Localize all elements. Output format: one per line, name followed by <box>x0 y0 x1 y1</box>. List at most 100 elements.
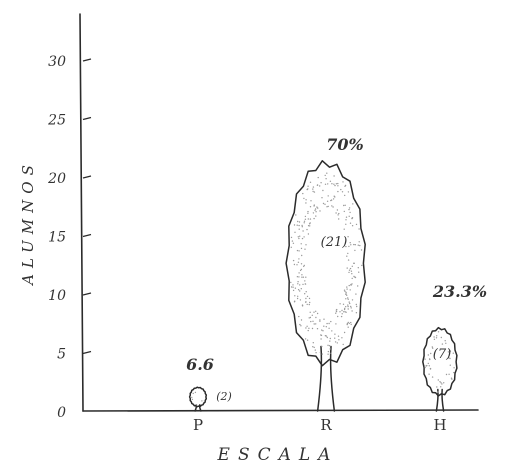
tree-stipple <box>294 295 296 297</box>
tree-stipple <box>325 335 328 337</box>
tree-stipple <box>317 207 319 209</box>
tree-stipple <box>343 204 345 207</box>
tree-crown <box>422 326 458 397</box>
tree-stipple <box>293 224 296 226</box>
value-label: (7) <box>433 347 451 362</box>
tree-stipple <box>300 263 303 265</box>
tree-stipple <box>301 226 303 228</box>
tree-stipple <box>326 206 328 208</box>
tree-stipple <box>332 206 334 208</box>
tree-stipple <box>445 373 448 376</box>
tree-stipple <box>345 219 347 221</box>
tree-stipple <box>351 310 353 312</box>
value-label: (2) <box>216 390 232 403</box>
tree-stipple <box>302 276 305 278</box>
tree-stipple <box>346 255 348 257</box>
y-axis-line <box>79 13 84 412</box>
tree-stipple <box>349 302 351 305</box>
tree-stipple <box>298 315 300 318</box>
tree-stipple <box>436 335 438 337</box>
tree-stipple <box>316 184 319 186</box>
tree-stipple <box>331 330 333 332</box>
tree-stipple <box>336 342 338 344</box>
tree-stipple <box>349 242 351 244</box>
tree-stipple <box>355 303 357 306</box>
tree-stipple <box>312 346 314 348</box>
tree-stipple <box>312 188 314 190</box>
tree-stipple <box>298 237 300 240</box>
tree-stipple <box>343 331 346 334</box>
tree-stipple <box>437 331 440 333</box>
tree-stipple <box>429 358 431 361</box>
tree-stipple <box>299 235 301 237</box>
tree-stipple <box>296 264 298 266</box>
tree-stipple <box>304 293 306 295</box>
tree-stipple <box>348 322 350 325</box>
tree-stipple <box>321 329 323 331</box>
tree-stipple <box>323 325 325 327</box>
tree-stipple <box>308 303 310 306</box>
tree-stipple <box>431 346 433 348</box>
tree-stipple <box>347 308 349 310</box>
tree-stipple <box>292 286 294 288</box>
y-tick-label: 20 <box>47 171 66 187</box>
tree-stipple <box>301 254 303 257</box>
tree-stipple <box>304 283 306 285</box>
tree-stipple <box>449 349 451 352</box>
tree-stipple <box>303 197 305 200</box>
y-tick-mark <box>82 175 92 179</box>
tree-stipple <box>307 329 309 332</box>
tree-stipple <box>342 303 345 305</box>
tree-stipple <box>329 348 331 350</box>
tree-stipple <box>347 298 349 300</box>
tree-stipple <box>342 181 344 183</box>
tree-stipple <box>349 289 351 291</box>
tree-stipple <box>341 313 343 315</box>
tree-stipple <box>297 261 300 263</box>
tree-stipple <box>321 353 323 355</box>
tree-stipple <box>335 310 338 313</box>
tree-stipple <box>305 202 307 204</box>
tree-stipple <box>344 194 346 197</box>
tree-stipple <box>301 274 303 276</box>
tree-stipple <box>296 249 299 252</box>
tree-stipple <box>305 244 307 246</box>
data-label-group: (2) 6.6 (21) 70% (7) 23.3% <box>186 135 487 403</box>
tree-stipple <box>432 347 434 349</box>
tree-stipple <box>298 276 300 278</box>
tree-stipple <box>297 220 299 223</box>
tree-stipple <box>445 342 447 344</box>
tree-stipple <box>345 293 347 295</box>
percent-label: 23.3% <box>432 282 487 301</box>
tree-stipple <box>344 204 346 206</box>
tree-stipple <box>353 275 355 278</box>
tree-trunk <box>316 345 336 412</box>
tree-stipple <box>349 211 351 214</box>
tree-stipple <box>321 197 323 199</box>
tree-stipple <box>298 258 300 260</box>
tree-stipple <box>305 276 307 278</box>
tree-stipple <box>347 326 349 328</box>
tree-stipple <box>354 244 356 246</box>
tree-stipple <box>317 176 319 179</box>
tree-stipple <box>346 288 348 290</box>
tree-stipple <box>292 242 295 244</box>
tree-stipple <box>346 322 349 325</box>
tree-stipple <box>344 185 346 187</box>
tree-stipple <box>424 358 426 360</box>
tree-stipple <box>290 236 293 239</box>
tree-stipple <box>433 336 435 338</box>
y-tick-mark <box>82 58 92 62</box>
tree-stipple <box>357 267 359 269</box>
tree-stipple <box>347 321 349 324</box>
tree-stipple <box>327 344 329 346</box>
tree-stipple <box>328 327 330 329</box>
y-tick-label: 15 <box>48 230 66 246</box>
tree-stipple <box>293 301 296 303</box>
tree-stipple <box>312 320 314 322</box>
y-tick-mark <box>82 233 92 238</box>
tree-stipple <box>451 378 453 380</box>
tree-stipple <box>335 323 337 325</box>
tree-stipple <box>347 259 350 261</box>
